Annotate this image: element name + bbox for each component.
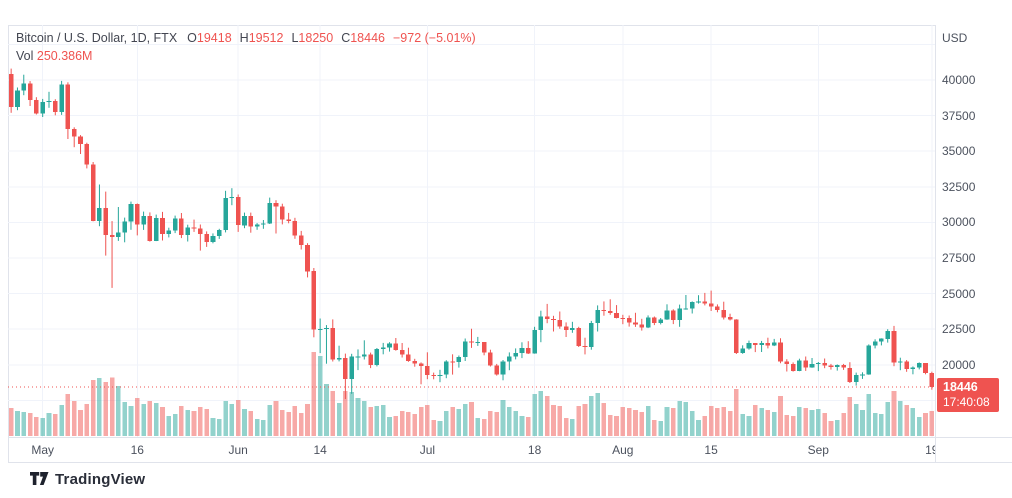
ohlc-high: H19512 bbox=[239, 31, 284, 45]
time-tick-label: May bbox=[31, 443, 55, 457]
time-tick-label: Jul bbox=[419, 443, 436, 457]
chart-legend: Bitcoin / U.S. Dollar, 1D, FTX O19418 H195… bbox=[16, 31, 476, 63]
ohlc-open: O19418 bbox=[187, 31, 232, 45]
price-axis-separator bbox=[935, 25, 936, 462]
change-value: −972 (−5.01%) bbox=[392, 31, 476, 45]
price-tick-label: 40000 bbox=[942, 73, 976, 87]
time-tick-label: 16 bbox=[130, 443, 144, 457]
price-tick-label: 30000 bbox=[942, 215, 976, 229]
time-tick-label: 18 bbox=[527, 443, 542, 457]
volume-value: 250.386M bbox=[36, 49, 93, 63]
price-tick-label: 22500 bbox=[942, 322, 976, 336]
ohlc-close: C18446 bbox=[341, 31, 385, 45]
time-tick-label: 15 bbox=[704, 443, 718, 457]
time-tick-label: 19 bbox=[925, 443, 935, 457]
price-tick-label: 32500 bbox=[942, 180, 976, 194]
price-tick-label: 27500 bbox=[942, 251, 976, 265]
tradingview-icon bbox=[30, 472, 49, 485]
time-tick-label: Aug bbox=[612, 443, 634, 457]
last-price-value: 18446 bbox=[943, 380, 978, 394]
widget-bottom-border bbox=[8, 462, 1012, 463]
price-tick-label: 37500 bbox=[942, 109, 976, 123]
tradingview-logo-text: TradingView bbox=[55, 470, 146, 488]
price-tick-label: 25000 bbox=[942, 287, 976, 301]
currency-label: USD bbox=[942, 31, 968, 45]
bar-countdown: 17:40:08 bbox=[943, 395, 990, 409]
ohlc-low: L18250 bbox=[291, 31, 334, 45]
last-price-badge: 18446 17:40:08 bbox=[937, 378, 999, 412]
pane-left-border bbox=[8, 25, 9, 462]
price-axis[interactable]: USD 40000 37500 35000 32500 30000 27500 25000 2… bbox=[936, 25, 1012, 437]
time-tick-label: 14 bbox=[313, 443, 327, 457]
chart-pane[interactable] bbox=[8, 25, 935, 437]
time-axis[interactable]: May 16 Jun 14 Jul 18 Aug 15 Sep 19 bbox=[8, 437, 935, 462]
volume-label: Vol bbox=[16, 49, 34, 63]
volume-row: Vol 250.386M bbox=[16, 49, 476, 63]
time-tick-label: Jun bbox=[228, 443, 248, 457]
symbol-title[interactable]: Bitcoin / U.S. Dollar, 1D, FTX bbox=[16, 31, 178, 45]
price-tick-label: 20000 bbox=[942, 358, 976, 372]
pane-top-border bbox=[8, 25, 935, 26]
candlestick-volume-chart bbox=[8, 25, 935, 437]
time-axis-separator bbox=[8, 437, 1012, 438]
price-tick-label: 35000 bbox=[942, 144, 976, 158]
time-tick-label: Sep bbox=[807, 443, 829, 457]
tradingview-logo-link[interactable]: TradingView bbox=[30, 469, 145, 489]
